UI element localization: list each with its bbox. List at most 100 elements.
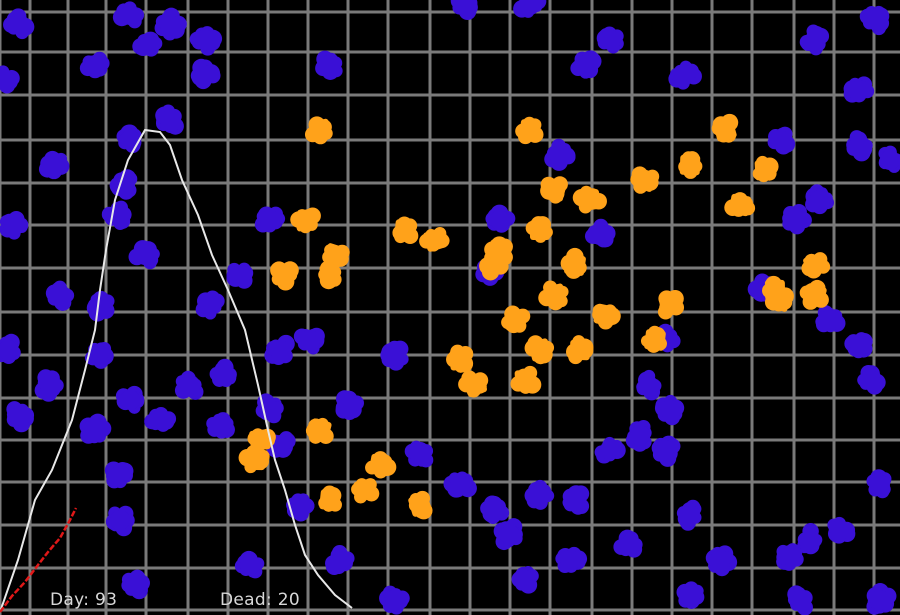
infected-person-blob <box>318 485 342 512</box>
healthy-person-blob <box>380 340 409 371</box>
healthy-person-blob <box>797 523 823 555</box>
healthy-person-blob <box>38 150 70 180</box>
infected-person-blob <box>446 344 474 373</box>
infected-person-blob <box>304 116 333 145</box>
healthy-person-blob <box>480 495 510 525</box>
healthy-person-blob <box>668 60 702 90</box>
healthy-person-blob <box>104 461 134 489</box>
healthy-person-blob <box>805 184 835 215</box>
healthy-person-blob <box>155 104 184 135</box>
healthy-person-blob <box>450 0 478 21</box>
healthy-person-blob <box>0 65 20 94</box>
infected-person-blob <box>799 279 829 310</box>
healthy-person-blob <box>379 585 410 615</box>
healthy-person-blob <box>857 364 886 395</box>
infected-person-blob <box>290 207 321 234</box>
healthy-person-blob <box>584 218 616 248</box>
infected-person-blob <box>724 192 756 217</box>
infected-person-blob <box>640 325 667 353</box>
healthy-person-blob <box>116 124 143 153</box>
healthy-trend-curve <box>0 128 353 613</box>
infected-person-blob <box>540 176 568 204</box>
infected-person-blob <box>270 261 299 291</box>
healthy-person-blob <box>844 332 873 359</box>
healthy-person-blob <box>676 499 702 531</box>
healthy-person-blob <box>254 206 286 233</box>
healthy-person-blob <box>859 5 890 36</box>
healthy-person-blob <box>511 565 539 594</box>
healthy-person-blob <box>3 8 35 40</box>
healthy-person-blob <box>570 50 602 79</box>
healthy-person-blob <box>209 358 237 388</box>
healthy-person-blob <box>636 369 662 401</box>
infected-person-blob <box>365 451 397 479</box>
healthy-person-blob <box>315 50 343 80</box>
infected-person-blob <box>510 365 542 394</box>
healthy-person-blob <box>767 126 796 155</box>
infected-person-blob <box>318 260 342 290</box>
healthy-person-blob <box>128 240 160 270</box>
healthy-person-blob <box>45 280 75 311</box>
healthy-person-blob <box>6 401 35 433</box>
healthy-person-blob <box>787 585 813 615</box>
day-counter: Day: 93 <box>50 590 117 610</box>
healthy-person-blob <box>651 435 681 467</box>
healthy-person-blob <box>335 390 364 420</box>
healthy-person-blob <box>144 407 177 432</box>
healthy-person-blob <box>0 210 29 240</box>
day-label: Day: <box>50 590 90 610</box>
healthy-person-blob <box>815 305 846 333</box>
healthy-person-blob <box>234 550 265 579</box>
healthy-person-blob <box>493 518 523 551</box>
infected-person-blob <box>515 116 544 145</box>
infected-person-blob <box>351 478 380 504</box>
dead-label: Dead: <box>220 590 272 610</box>
healthy-person-blob <box>654 394 685 426</box>
healthy-person-blob <box>782 204 812 235</box>
infected-person-blob <box>484 236 513 266</box>
healthy-person-blob <box>195 290 225 320</box>
healthy-person-blob <box>264 334 295 365</box>
healthy-person-blob <box>325 544 355 575</box>
healthy-person-blob <box>866 583 897 615</box>
infected-person-blob <box>560 247 587 279</box>
healthy-person-blob <box>562 485 590 515</box>
healthy-person-blob <box>121 569 150 600</box>
healthy-person-blob <box>625 419 652 452</box>
healthy-person-blob <box>866 469 892 499</box>
dead-value: 20 <box>277 590 300 610</box>
healthy-person-blob <box>513 0 547 18</box>
infected-person-blob <box>238 444 270 474</box>
healthy-person-blob <box>174 370 204 400</box>
infected-person-blob <box>538 280 569 311</box>
infected-person-blob <box>752 155 779 183</box>
healthy-person-blob <box>79 413 112 444</box>
healthy-person-blob <box>190 58 221 90</box>
infected-person-blob <box>305 417 334 444</box>
healthy-person-blob <box>34 369 64 402</box>
healthy-person-blob <box>115 385 145 414</box>
infected-person-blob <box>572 185 607 214</box>
infected-person-blob <box>408 490 433 520</box>
day-value: 93 <box>94 590 118 610</box>
healthy-person-blob <box>101 200 132 231</box>
infected-person-blob <box>764 285 794 312</box>
healthy-person-blob <box>112 1 145 29</box>
healthy-person-blob <box>846 130 873 162</box>
healthy-person-blob <box>594 436 626 464</box>
infected-person-blob <box>392 216 419 245</box>
healthy-person-blob <box>293 327 325 355</box>
healthy-person-blob <box>226 262 254 289</box>
healthy-person-blob <box>132 31 163 57</box>
infected-person-blob <box>630 166 660 194</box>
healthy-person-blob <box>705 545 738 577</box>
dead-trend-curve <box>0 507 78 613</box>
healthy-person-blob <box>286 493 315 522</box>
healthy-person-blob <box>878 145 900 173</box>
infected-person-blob <box>419 227 450 252</box>
healthy-person-blob <box>799 24 830 56</box>
healthy-person-blob <box>154 7 187 41</box>
